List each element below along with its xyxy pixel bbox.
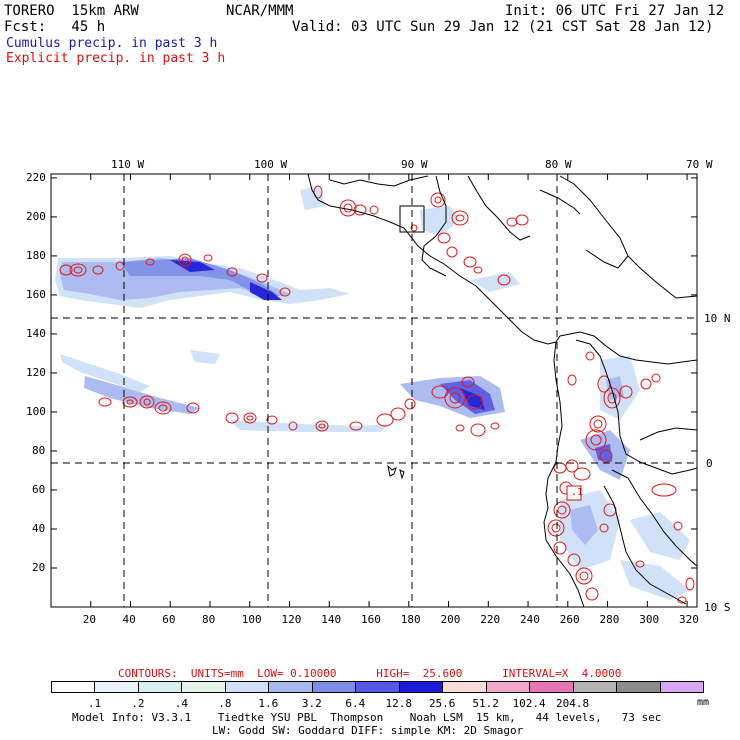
colorbar-label: 102.4 [512,697,546,710]
coastlines [307,173,698,608]
lon-label-90w: 90 W [401,158,428,171]
colorbar-label: 25.6 [428,697,456,710]
x-tick-label: 160 [361,613,381,626]
colorbar-units: mm [697,697,710,708]
x-tick-label: 200 [440,613,461,626]
colorbar-label: 12.8 [385,697,412,710]
legend-cumulus: Cumulus precip. in past 3 h [6,36,218,51]
lat-label-10s: 10 S [704,601,731,614]
x-tick-label: 300 [639,613,660,626]
annotation-box [566,485,582,501]
colorbar-swatch [529,681,574,693]
y-tick-label: 80 [32,443,46,457]
y-tick-label: 200 [26,209,46,223]
colorbar-label: .1 [87,697,102,710]
init-time: Init: 06 UTC Fri 27 Jan 12 [505,3,725,19]
x-tick-label: 60 [162,613,176,626]
lat-label-10n: 10 N [704,312,731,325]
colorbar-label: 3.2 [301,697,322,710]
colorbar-swatch [485,681,531,693]
lat-lon-grid [51,174,697,607]
colorbar-swatch [572,681,618,693]
valid-time: Valid: 03 UTC Sun 29 Jan 12 (21 CST Sat … [292,19,714,35]
x-tick-label: 120 [281,613,302,626]
colorbar-label: .2 [131,697,145,710]
y-tick-label: 140 [26,326,46,340]
colorbar-swatch [442,681,487,693]
x-tick-label: 260 [559,613,580,626]
y-tick-label: 100 [26,404,46,418]
center-label: NCAR/MMM [226,3,294,19]
colorbar-label: .8 [218,697,232,710]
y-tick-label: 160 [26,287,46,301]
y-tick-label: 180 [26,248,46,262]
colorbar-swatch [311,681,357,693]
lat-label-0: 0 [706,457,713,470]
colorbar-label: .4 [174,697,189,710]
contours-info: CONTOURS: UNITS=mm LOW= 0.10000 HIGH= 25… [118,667,622,680]
x-tick-label: 280 [599,613,620,626]
x-tick-label: 20 [82,613,96,626]
model-title: TORERO 15km ARW [4,3,139,19]
y-tick-label: 40 [32,521,46,535]
lon-label-70w: 70 W [686,158,713,171]
colorbar-swatch [51,681,96,693]
model-info-line1: Model Info: V3.3.1 Tiedtke YSU PBL Thomp… [72,711,662,724]
colorbar-swatch [94,681,139,693]
colorbar-swatch [398,681,444,693]
colorbar-swatch [355,681,400,693]
colorbar-swatch [659,681,704,693]
colorbar-swatch [616,681,661,693]
x-tick-label: 320 [679,613,699,626]
y-tick-label: 220 [26,170,46,184]
axis-tick-marks [51,174,697,607]
colorbar-label: 204.8 [556,697,590,710]
x-tick-label: 100 [241,613,262,626]
x-tick-label: 180 [400,613,421,626]
x-tick-label: 240 [520,613,540,626]
colorbar-label: 6.4 [345,697,366,710]
colorbar-label: 1.6 [258,697,279,710]
colorbar-swatch [224,681,270,693]
y-tick-label: 120 [26,365,46,379]
lon-label-80w: 80 W [545,158,572,171]
y-tick-label: 60 [32,482,46,496]
x-tick-label: 80 [202,613,216,626]
x-tick-label: 220 [480,613,501,626]
colorbar-swatch [181,681,226,693]
x-tick-label: 140 [321,613,342,626]
colorbar-label: 51.2 [472,697,499,710]
y-tick-label: 20 [32,560,46,574]
model-info-line2: LW: Godd SW: Goddard DIFF: simple KM: 2D… [212,724,524,737]
lon-label-100w: 100 W [254,158,288,171]
colorbar-swatch [137,681,183,693]
explicit-precip-contours [59,185,695,604]
lon-label-110w: 110 W [111,158,145,171]
colorbar-swatch [268,681,313,693]
annotation-label: .1 [571,487,584,498]
legend-explicit: Explicit precip. in past 3 h [6,51,226,66]
forecast-hour: Fcst: 45 h [4,19,106,35]
x-tick-label: 40 [122,613,136,626]
